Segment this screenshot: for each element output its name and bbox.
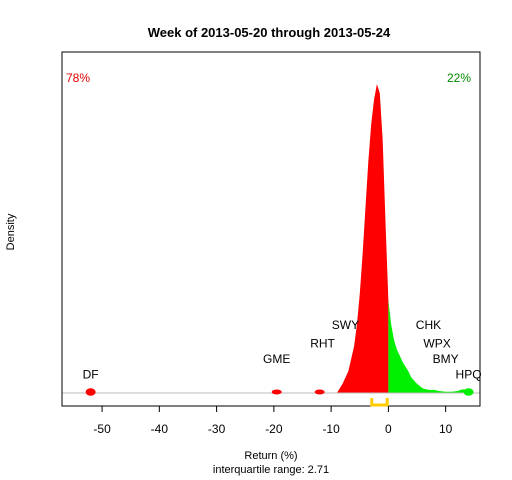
density-negative-area xyxy=(336,84,389,393)
ticker-annotation: CHK xyxy=(416,318,441,332)
chart-title: Week of 2013-05-20 through 2013-05-24 xyxy=(148,25,391,40)
outlier-bump xyxy=(271,389,282,395)
outlier-bump xyxy=(85,388,96,396)
plot-frame xyxy=(61,51,481,407)
y-axis-label: Density xyxy=(5,213,17,250)
x-axis-label: Return (%) xyxy=(244,450,297,462)
iqr-bracket xyxy=(370,398,389,407)
ticker-annotation: WPX xyxy=(423,337,450,351)
ticker-annotation: RHT xyxy=(310,337,335,351)
x-tick-label: -50 xyxy=(93,422,111,436)
x-tick-label: -20 xyxy=(265,422,283,436)
ticker-annotation: SWY xyxy=(332,318,359,332)
density-positive-area xyxy=(388,300,475,393)
ticker-annotation: DF xyxy=(83,367,99,381)
ticker-annotation: BMY xyxy=(433,352,459,366)
x-tick-label: -10 xyxy=(322,422,340,436)
pct-negative-label: 78% xyxy=(66,71,90,85)
x-tick-label: -40 xyxy=(151,422,169,436)
outlier-bump xyxy=(314,389,325,395)
x-tick-label: 0 xyxy=(385,422,392,436)
x-tick-label: 10 xyxy=(439,422,453,436)
outlier-bump xyxy=(463,388,474,396)
ticker-annotation: HPQ xyxy=(456,367,482,381)
x-tick-label: -30 xyxy=(208,422,226,436)
iqr-label: interquartile range: 2.71 xyxy=(213,464,329,476)
pct-positive-label: 22% xyxy=(447,71,471,85)
ticker-annotation: GME xyxy=(263,352,290,366)
plot-area: -50 -40 -30 -20 -10 0 10 DF GME RHT SWY CHK WPXBMYHP… xyxy=(61,51,482,436)
